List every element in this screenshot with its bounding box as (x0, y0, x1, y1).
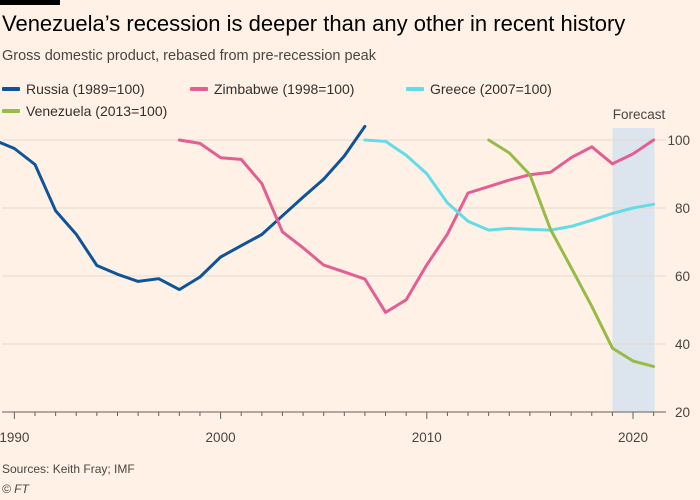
x-tick-label-2010: 2010 (412, 430, 442, 445)
y-tick-label-60: 60 (675, 269, 690, 284)
forecast-label: Forecast (613, 107, 666, 122)
forecast-band (612, 128, 655, 412)
ft-credit: © FT (2, 482, 29, 496)
series-line-zimbabwe (177, 138, 656, 314)
axes: 20 40 60 80 100 1990 2000 2010 2020 (0, 133, 690, 445)
legend-item-greece: Greece (2007=100) (406, 81, 552, 97)
legend-item-zimbabwe: Zimbabwe (1998=100) (190, 81, 354, 97)
y-tick-label-80: 80 (675, 201, 690, 216)
legend-swatch-greece (406, 87, 424, 91)
series-lines (0, 124, 656, 368)
chart-subtitle: Gross domestic product, rebased from pre… (2, 48, 376, 64)
chart-title: Venezuela’s recession is deeper than any… (2, 11, 626, 36)
series-line-russia (0, 124, 367, 292)
legend-swatch-russia (2, 87, 20, 91)
y-tick-label-20: 20 (675, 405, 690, 420)
brand-bar (0, 0, 60, 5)
legend-label-zimbabwe: Zimbabwe (1998=100) (214, 81, 355, 97)
y-tick-label-40: 40 (675, 337, 690, 352)
y-tick-label-100: 100 (667, 133, 690, 148)
legend-swatch-zimbabwe (190, 87, 208, 91)
series-line-venezuela (487, 138, 656, 368)
legend-label-venezuela: Venezuela (2013=100) (26, 103, 168, 119)
gridlines (2, 139, 666, 345)
series-line-greece (363, 138, 656, 232)
source-note: Sources: Keith Fray; IMF (2, 462, 135, 476)
legend-swatch-venezuela (2, 109, 20, 113)
legend-item-venezuela: Venezuela (2013=100) (2, 103, 167, 119)
legend-label-greece: Greece (2007=100) (430, 81, 552, 97)
chart-legend: Russia (1989=100) Zimbabwe (1998=100) Gr… (0, 80, 700, 120)
legend-item-russia: Russia (1989=100) (2, 81, 145, 97)
legend-label-russia: Russia (1989=100) (26, 81, 145, 97)
x-tick-label-2000: 2000 (206, 430, 236, 445)
x-tick-label-1990: 1990 (0, 430, 29, 445)
x-tick-label-2020: 2020 (618, 430, 648, 445)
